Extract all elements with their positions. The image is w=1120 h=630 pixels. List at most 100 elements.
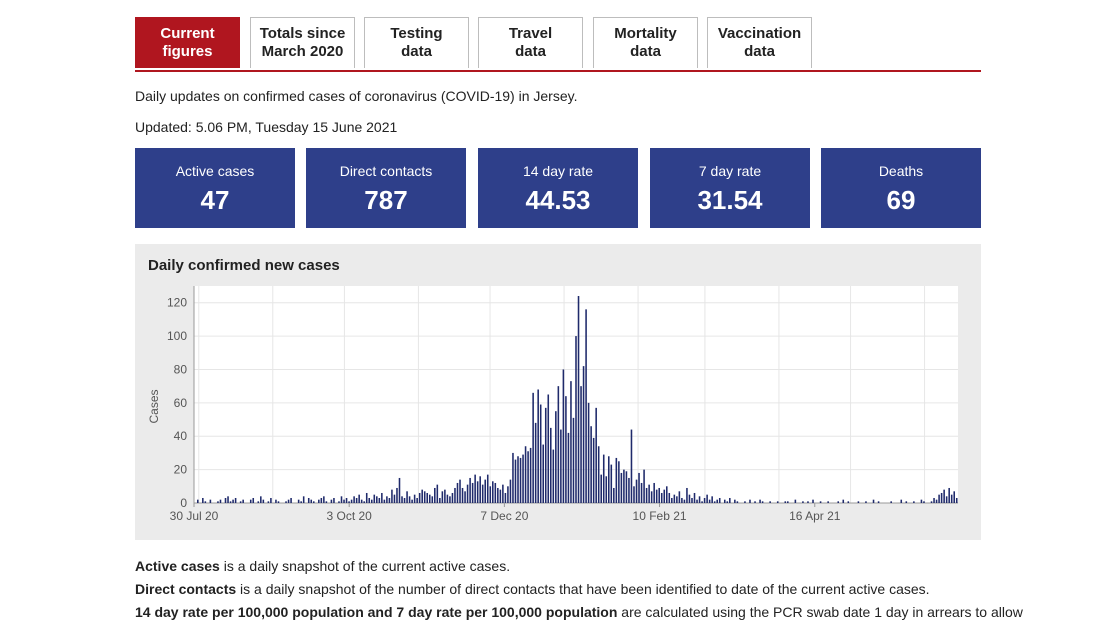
bar: [365, 492, 368, 503]
bar: [673, 494, 676, 503]
bar: [348, 501, 350, 503]
bar: [386, 496, 388, 503]
tab-totals-since-march-2020[interactable]: Totals since March 2020: [250, 17, 355, 68]
bar: [529, 447, 532, 503]
bar: [350, 499, 353, 503]
bar: [323, 496, 325, 503]
bar: [794, 499, 797, 503]
bar: [668, 492, 671, 503]
tab-label: Travel data: [509, 25, 552, 61]
bar: [398, 477, 401, 503]
bar: [698, 496, 701, 503]
bar: [542, 444, 545, 503]
x-tick-label: 30 Jul 20: [170, 509, 219, 523]
note-term: Active cases: [135, 558, 220, 574]
bar: [729, 497, 731, 503]
bar: [706, 494, 708, 503]
bar: [534, 422, 537, 503]
bar: [723, 499, 726, 503]
bar: [615, 457, 618, 503]
bar: [539, 404, 542, 503]
bar: [691, 497, 693, 503]
tab-travel-data[interactable]: Travel data: [478, 17, 583, 68]
bar: [950, 494, 953, 503]
bar: [635, 479, 638, 503]
bar: [547, 394, 550, 503]
tab-testing-data[interactable]: Testing data: [364, 17, 469, 68]
bar: [577, 296, 580, 503]
stat-value: 31.54: [697, 185, 763, 215]
tab-label-line1: Testing: [390, 25, 443, 42]
bar: [492, 481, 494, 503]
bar: [434, 487, 436, 503]
bar: [625, 471, 628, 503]
bar: [532, 392, 534, 503]
bar: [565, 396, 567, 503]
bar: [605, 476, 608, 503]
bar: [645, 487, 648, 503]
bar: [197, 499, 199, 503]
bar: [383, 499, 386, 503]
bar: [474, 474, 476, 503]
bar: [340, 496, 343, 503]
bar: [613, 487, 615, 503]
bar: [249, 499, 252, 503]
bar: [560, 429, 562, 503]
bar: [459, 479, 461, 503]
bar: [325, 501, 328, 503]
tab-mortality-data[interactable]: Mortality data: [593, 17, 698, 68]
bar: [524, 446, 527, 503]
tab-label-line1: Current: [160, 25, 215, 42]
bar: [703, 497, 706, 503]
bar: [701, 501, 703, 503]
bar: [202, 497, 204, 503]
bar: [391, 489, 393, 503]
y-tick-label: 20: [174, 463, 188, 477]
x-tick-label: 16 Apr 21: [789, 509, 841, 523]
bar: [955, 497, 958, 503]
bar: [754, 501, 756, 503]
tab-vaccination-data[interactable]: Vaccination data: [707, 17, 812, 68]
stat-card-active-cases: Active cases 47: [135, 148, 295, 228]
bar: [623, 469, 625, 503]
figures-tab-bar: Current figures Totals since March 2020 Te…: [135, 16, 981, 72]
bar: [345, 497, 348, 503]
bar: [464, 491, 466, 503]
stat-label: 14 day rate: [522, 163, 594, 179]
bar: [595, 407, 597, 503]
bar: [938, 494, 940, 503]
bar: [602, 454, 605, 503]
bar: [943, 489, 945, 503]
bar: [633, 486, 635, 503]
tab-current-figures[interactable]: Current figures: [135, 17, 240, 68]
stat-card-direct-contacts: Direct contacts 787: [306, 148, 466, 228]
note-rates: 14 day rate per 100,000 population and 7…: [135, 604, 1023, 620]
bar: [696, 499, 698, 503]
bar: [769, 501, 771, 503]
bar: [479, 476, 481, 503]
stat-card-deaths: Deaths 69: [821, 148, 981, 228]
bar: [940, 492, 943, 503]
bar: [512, 452, 514, 503]
bar: [640, 482, 643, 503]
y-tick-label: 60: [174, 396, 188, 410]
bar: [913, 501, 915, 503]
bar: [408, 496, 411, 503]
bar: [454, 487, 456, 503]
bar: [519, 457, 522, 503]
bar: [368, 497, 371, 503]
bar: [373, 494, 376, 503]
bar: [423, 491, 426, 503]
bar: [671, 497, 673, 503]
bar: [683, 499, 686, 503]
bar: [527, 451, 529, 503]
bar: [363, 501, 365, 503]
tab-label-line2: data: [401, 43, 432, 60]
bar: [630, 429, 633, 503]
tab-label-line1: Mortality: [614, 25, 677, 42]
bar: [461, 487, 464, 503]
bar: [489, 486, 492, 503]
bar: [312, 501, 315, 503]
bar: [920, 499, 923, 503]
bar: [590, 426, 592, 503]
